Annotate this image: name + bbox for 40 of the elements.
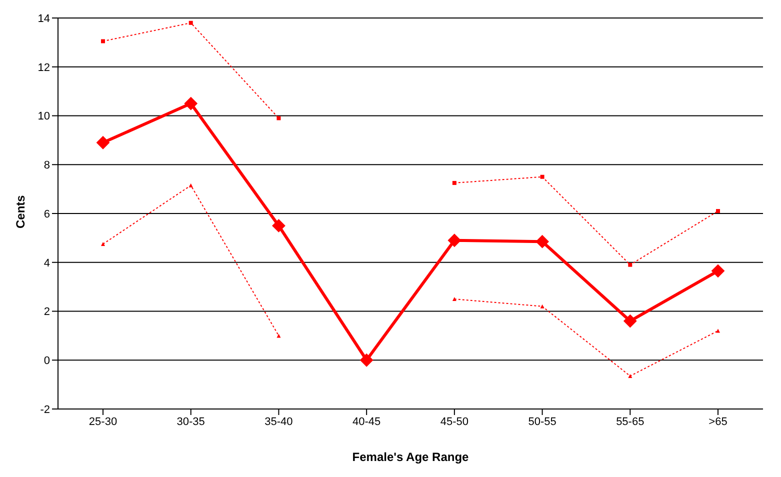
point (276, 116, 281, 120)
y-tick-label: 8 (44, 160, 50, 172)
x-tick-label: 50-55 (528, 416, 556, 428)
point (716, 328, 720, 333)
point (540, 174, 544, 179)
point (624, 314, 637, 328)
x-tick-label: 45-50 (440, 416, 468, 428)
point (272, 219, 286, 232)
point (96, 136, 110, 150)
point (448, 234, 461, 247)
y-tick-label: 0 (44, 355, 50, 368)
x-axis-title: Female's Age Range (352, 450, 470, 464)
point (540, 304, 544, 308)
y-axis-title: Cents (13, 194, 28, 228)
y-tick-label: 2 (44, 306, 50, 318)
point (716, 209, 720, 214)
x-tick-label: >65 (708, 416, 728, 428)
point (188, 20, 193, 25)
y-tick-label: 4 (44, 257, 50, 270)
x-tick-label: 35-40 (264, 416, 293, 428)
point (452, 180, 456, 185)
point (452, 297, 456, 302)
point (188, 183, 193, 188)
y-tick-label: 14 (38, 12, 50, 25)
point (101, 39, 105, 44)
y-tick-label: -2 (40, 404, 50, 416)
point (184, 97, 198, 110)
point (712, 264, 724, 278)
point (628, 374, 632, 378)
x-tick-label: 40-45 (352, 416, 381, 428)
x-tick-label: 25-30 (88, 416, 118, 428)
point (101, 242, 105, 246)
y-tick-label: 12 (38, 62, 50, 74)
y-tick-label: 10 (38, 110, 50, 123)
x-tick-label: 30-35 (176, 416, 205, 428)
x-tick-label: 55-65 (616, 416, 644, 428)
y-tick-label: 6 (44, 208, 50, 220)
point (360, 354, 374, 367)
point (628, 262, 632, 267)
point (536, 235, 549, 248)
